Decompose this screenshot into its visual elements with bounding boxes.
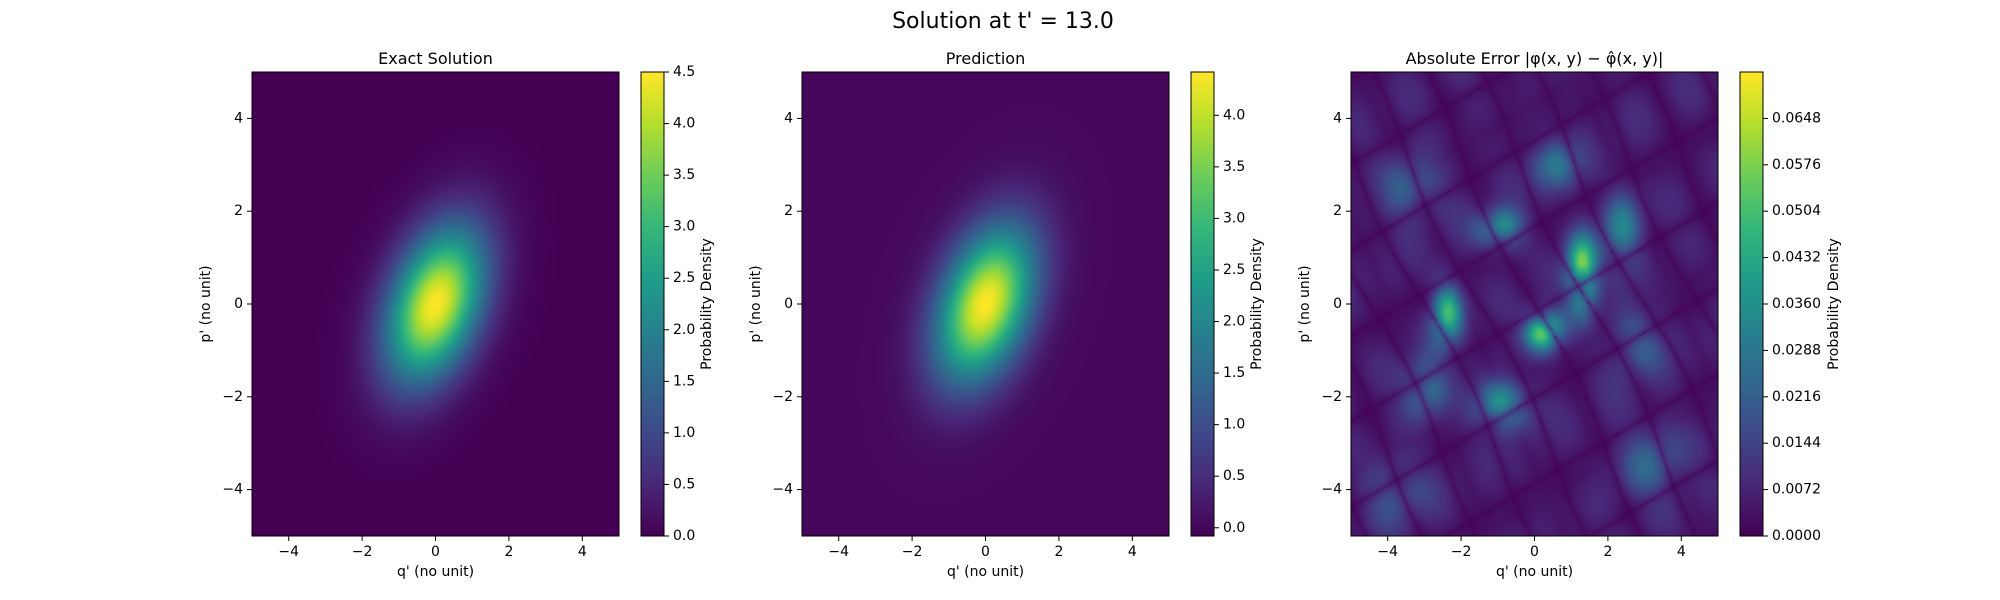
x-tick-label: −2 [352,544,373,560]
x-tick-label: −4 [1377,544,1398,560]
colorbar-tick-label: 4.0 [1223,107,1245,123]
colorbar-tick-label: 4.0 [673,116,695,132]
heatmap-image [1351,72,1718,536]
colorbar-tick-label: 0.0288 [1772,342,1821,358]
colorbar-gradient [1740,72,1763,536]
y-tick-label: −2 [772,389,793,405]
colorbar-tick-label: 0.0648 [1772,110,1821,126]
colorbar-tick-label: 1.5 [673,373,695,389]
colorbar-tick-label: 2.5 [1223,262,1245,278]
panel-2: Prediction −4 −2 0 2 4 −4 −2 0 2 4 q' (no unit) p' (… [748,49,1265,580]
colorbar-tick-label: 2.0 [1223,314,1245,330]
y-tick-label: −2 [222,389,243,405]
x-tick-label: 2 [1054,544,1063,560]
y-tick-label: 2 [784,203,793,219]
y-axis-label: p' (no unit) [1297,265,1313,342]
colorbar-label: Probability Density [699,238,715,370]
panel-title: Prediction [946,49,1025,68]
colorbar-tick-label: 0.0144 [1772,435,1821,451]
x-tick-label: −2 [902,544,923,560]
colorbar-tick-label: 0.5 [1223,468,1245,484]
x-axis-label: q' (no unit) [1496,564,1573,580]
colorbar-frame [640,71,665,537]
colorbar-tick-label: 1.5 [1223,365,1245,381]
colorbar-tick-label: 3.0 [673,219,695,235]
colorbar-gradient [1191,72,1214,536]
panels: Exact Solution −4 −2 0 2 4 −4 −2 0 2 4 q' (no unit)… [198,49,1842,580]
y-tick-label: 4 [234,110,243,126]
colorbar-tick-label: 4.5 [673,64,695,80]
panel-title: Absolute Error |φ(x, y) − φ̂(x, y)| [1406,49,1664,68]
y-tick-label: 2 [1333,203,1342,219]
x-tick-label: 0 [981,544,990,560]
colorbar-tick-label: 0.0216 [1772,389,1821,405]
panel-3: Absolute Error |φ(x, y) − φ̂(x, y)| −4 −2 0… [1297,49,1842,580]
x-tick-label: 0 [1530,544,1539,560]
colorbar-tick-label: 2.0 [673,322,695,338]
x-tick-label: 4 [578,544,587,560]
y-tick-label: −4 [772,482,793,498]
panel-title: Exact Solution [378,49,493,68]
colorbar-tick-label: 1.0 [1223,417,1245,433]
x-tick-label: 2 [504,544,513,560]
colorbar-tick-label: 0.0 [673,528,695,544]
y-tick-label: −4 [222,482,243,498]
colorbar-tick-label: 0.0 [1223,520,1245,536]
x-tick-label: 4 [1677,544,1686,560]
x-tick-label: 2 [1603,544,1612,560]
y-tick-label: 0 [234,296,243,312]
y-tick-label: 4 [1333,110,1342,126]
colorbar-tick-label: 0.0576 [1772,157,1821,173]
y-axis-label: p' (no unit) [198,265,214,342]
colorbar-tick-label: 0.0000 [1772,528,1821,544]
heatmap-image [252,72,619,536]
x-tick-label: −4 [828,544,849,560]
y-tick-label: 2 [234,203,243,219]
colorbar-label: Probability Density [1249,238,1265,370]
x-axis-label: q' (no unit) [947,564,1024,580]
colorbar-tick-label: 2.5 [673,270,695,286]
x-tick-label: 4 [1128,544,1137,560]
colorbar-tick-label: 1.0 [673,425,695,441]
colorbar-tick-label: 0.0504 [1772,203,1821,219]
x-tick-label: −4 [278,544,299,560]
colorbar-frame [1190,71,1215,537]
x-axis-label: q' (no unit) [397,564,474,580]
colorbar-label: Probability Density [1826,238,1842,370]
x-tick-label: 0 [431,544,440,560]
colorbar-tick-label: 0.5 [673,476,695,492]
colorbar-tick-label: 3.5 [673,167,695,183]
y-tick-label: 4 [784,110,793,126]
colorbar-tick-label: 0.0072 [1772,482,1821,498]
heatmap-image [802,72,1169,536]
y-tick-label: −4 [1321,482,1342,498]
y-axis-label: p' (no unit) [748,265,764,342]
y-tick-label: 0 [1333,296,1342,312]
colorbar-tick-label: 3.0 [1223,210,1245,226]
colorbar-tick-label: 0.0432 [1772,250,1821,266]
colorbar-gradient [641,72,664,536]
panel-1: Exact Solution −4 −2 0 2 4 −4 −2 0 2 4 q' (no unit)… [198,49,715,580]
y-tick-label: −2 [1321,389,1342,405]
colorbar-tick-label: 3.5 [1223,159,1245,175]
colorbar-tick-label: 0.0360 [1772,296,1821,312]
figure-suptitle: Solution at t' = 13.0 [892,9,1114,34]
x-tick-label: −2 [1451,544,1472,560]
y-tick-label: 0 [784,296,793,312]
